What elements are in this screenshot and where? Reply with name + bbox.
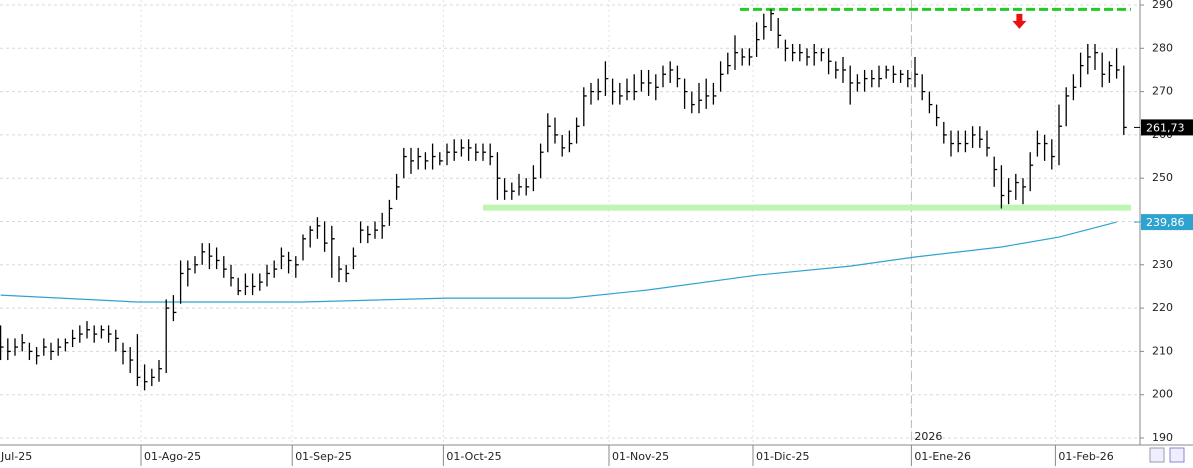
x-tick-label: 01-Nov-25 (612, 450, 669, 463)
x-tick-label: 01-Feb-26 (1058, 450, 1113, 463)
price-label-box (1141, 119, 1193, 136)
save-icon[interactable] (1169, 447, 1185, 463)
signal-arrow (1012, 13, 1027, 29)
y-tick-label: 230 (1152, 258, 1173, 271)
y-tick-label: 190 (1152, 431, 1173, 444)
price-label: 239,86 (1146, 216, 1185, 229)
scroll-icon[interactable] (1149, 447, 1165, 463)
price-label-box (1141, 214, 1193, 231)
y-tick-label: 250 (1152, 171, 1173, 184)
price-label: 261,73 (1146, 121, 1185, 134)
x-tick-label: Jul-25 (0, 450, 32, 463)
y-tick-label: 280 (1152, 41, 1173, 54)
y-tick-label: 200 (1152, 388, 1173, 401)
x-tick-label: 01-Sep-25 (295, 450, 352, 463)
year-label: 2026 (914, 430, 942, 443)
y-tick-label: 220 (1152, 301, 1173, 314)
x-tick-label: 01-Ago-25 (144, 450, 201, 463)
x-tick-label: 01-Oct-25 (446, 450, 501, 463)
x-tick-label: 01-Ene-26 (914, 450, 971, 463)
x-tick-label: 01-Dic-25 (756, 450, 810, 463)
y-tick-label: 290 (1152, 0, 1173, 11)
y-tick-label: 210 (1152, 344, 1173, 357)
y-tick-label: 270 (1152, 85, 1173, 98)
moving-average (0, 221, 1117, 303)
